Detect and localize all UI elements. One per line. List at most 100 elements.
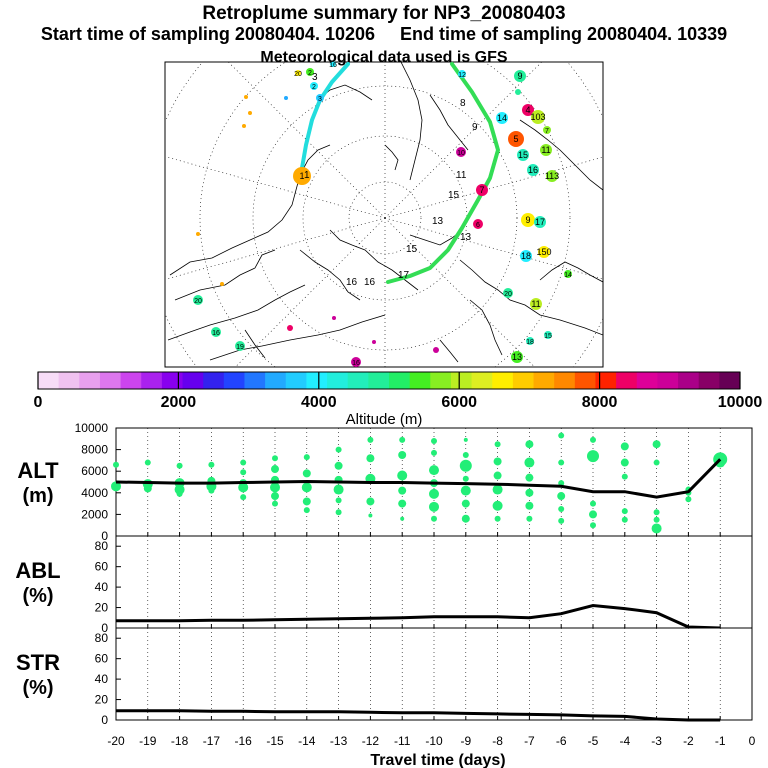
x-tick-label: -13	[330, 734, 348, 748]
map-point-label: 16	[352, 360, 360, 367]
map-point	[293, 167, 311, 185]
colorbar-swatch	[223, 372, 245, 389]
map-point	[248, 111, 252, 115]
plume-point	[461, 499, 470, 508]
colorbar-swatch	[595, 372, 617, 389]
map-point	[372, 340, 376, 344]
plume-point	[590, 436, 596, 443]
x-tick-label: -9	[460, 734, 471, 748]
colorbar-swatch	[182, 372, 204, 389]
track-label: 15	[406, 244, 418, 255]
plume-point	[526, 515, 533, 522]
map-point-label: 7	[545, 128, 549, 135]
y-tick-label: 40	[95, 580, 109, 594]
colorbar-swatch	[285, 372, 307, 389]
plume-point	[462, 452, 469, 458]
x-tick-label: -16	[235, 734, 253, 748]
y-tick-label: 2000	[81, 507, 108, 521]
abl-line	[116, 603, 721, 630]
map-point-label: 10	[457, 150, 465, 157]
plume-point	[303, 507, 310, 514]
colorbar-swatch	[99, 372, 122, 389]
map-point	[473, 219, 483, 229]
track-label: 8	[460, 98, 466, 109]
plume-point	[208, 461, 215, 468]
x-axis-label: Travel time (days)	[370, 752, 505, 768]
map-point	[476, 184, 488, 196]
plume-point	[429, 465, 439, 476]
map-point-label: 16	[212, 330, 220, 337]
map-point-label: 14	[564, 272, 572, 279]
map-point-label: 16	[329, 62, 337, 69]
map-point	[458, 70, 466, 78]
map-point	[306, 68, 314, 76]
colorbar-swatch	[203, 372, 225, 389]
map-point-label: 9	[525, 215, 530, 225]
map-point-label: 18	[521, 251, 531, 261]
colorbar-swatch	[327, 372, 349, 389]
map-point-label: 6	[476, 222, 480, 229]
map-point-label: 14	[497, 113, 507, 123]
panel-str: 0 20 40 60 80 STR(%)	[16, 627, 753, 727]
map-point-label: 103	[530, 112, 545, 122]
plume-point	[653, 509, 660, 516]
plume-point	[621, 516, 628, 523]
colorbar-swatch	[265, 372, 287, 389]
map-point-label: 15	[518, 150, 528, 160]
x-tick-label: -8	[492, 734, 503, 748]
plume-point	[460, 485, 471, 496]
time-series-panels: 0200040006000800010000ALT(m)020406080ABL…	[15, 421, 755, 748]
map-point	[514, 70, 526, 82]
map-point	[540, 144, 552, 156]
mean-altitude-line	[115, 458, 722, 499]
plume-point	[400, 516, 405, 521]
plume-point	[590, 500, 596, 507]
x-tick-label: -15	[266, 734, 284, 748]
map-point	[193, 295, 203, 305]
y-tick-label: 10000	[75, 421, 109, 435]
plume-point	[174, 484, 185, 495]
plume-point	[270, 482, 280, 493]
plume-point	[463, 437, 468, 442]
map-point-label: 11	[541, 145, 550, 155]
plume-point	[558, 480, 565, 487]
x-tick-label: 0	[749, 734, 756, 748]
map-point-label: 16	[528, 165, 538, 175]
x-tick-label: -12	[362, 734, 380, 748]
colorbar-swatch	[636, 372, 658, 389]
colorbar-swatch	[678, 372, 700, 389]
plume-point	[302, 469, 311, 478]
colorbar-tick-label: 8000	[582, 394, 618, 411]
plume-point	[366, 454, 375, 463]
plume-point	[431, 515, 437, 522]
map-point	[456, 147, 466, 157]
plume-point	[557, 492, 566, 501]
plume-point	[272, 455, 278, 462]
plume-point	[335, 509, 342, 516]
plume-point	[621, 473, 628, 480]
map-point	[534, 216, 546, 228]
x-tick-label: -10	[425, 734, 443, 748]
map-point	[515, 89, 521, 95]
map-point	[330, 61, 336, 67]
plume-point	[397, 470, 408, 481]
track-label: 13	[432, 216, 444, 227]
colorbar-tick-label: 2000	[161, 394, 197, 411]
map-point	[211, 327, 221, 337]
colorbar-swatch	[38, 372, 60, 389]
map-point-label: 15	[544, 333, 552, 340]
map-point	[503, 288, 513, 298]
map-point-label: 17	[535, 217, 545, 227]
plume-point	[587, 450, 599, 463]
x-tick-label: -1	[715, 734, 726, 748]
colorbar-swatch	[492, 372, 514, 389]
y-axis-label: ALT	[17, 458, 59, 483]
panel-frame	[115, 627, 753, 721]
sampling-times: Start time of sampling 20080404. 10206 E…	[0, 24, 768, 45]
colorbar-swatch	[719, 372, 741, 389]
map-point	[538, 246, 550, 258]
map-point	[284, 96, 288, 100]
y-tick-label: 60	[95, 560, 109, 574]
plume-point	[558, 459, 565, 466]
